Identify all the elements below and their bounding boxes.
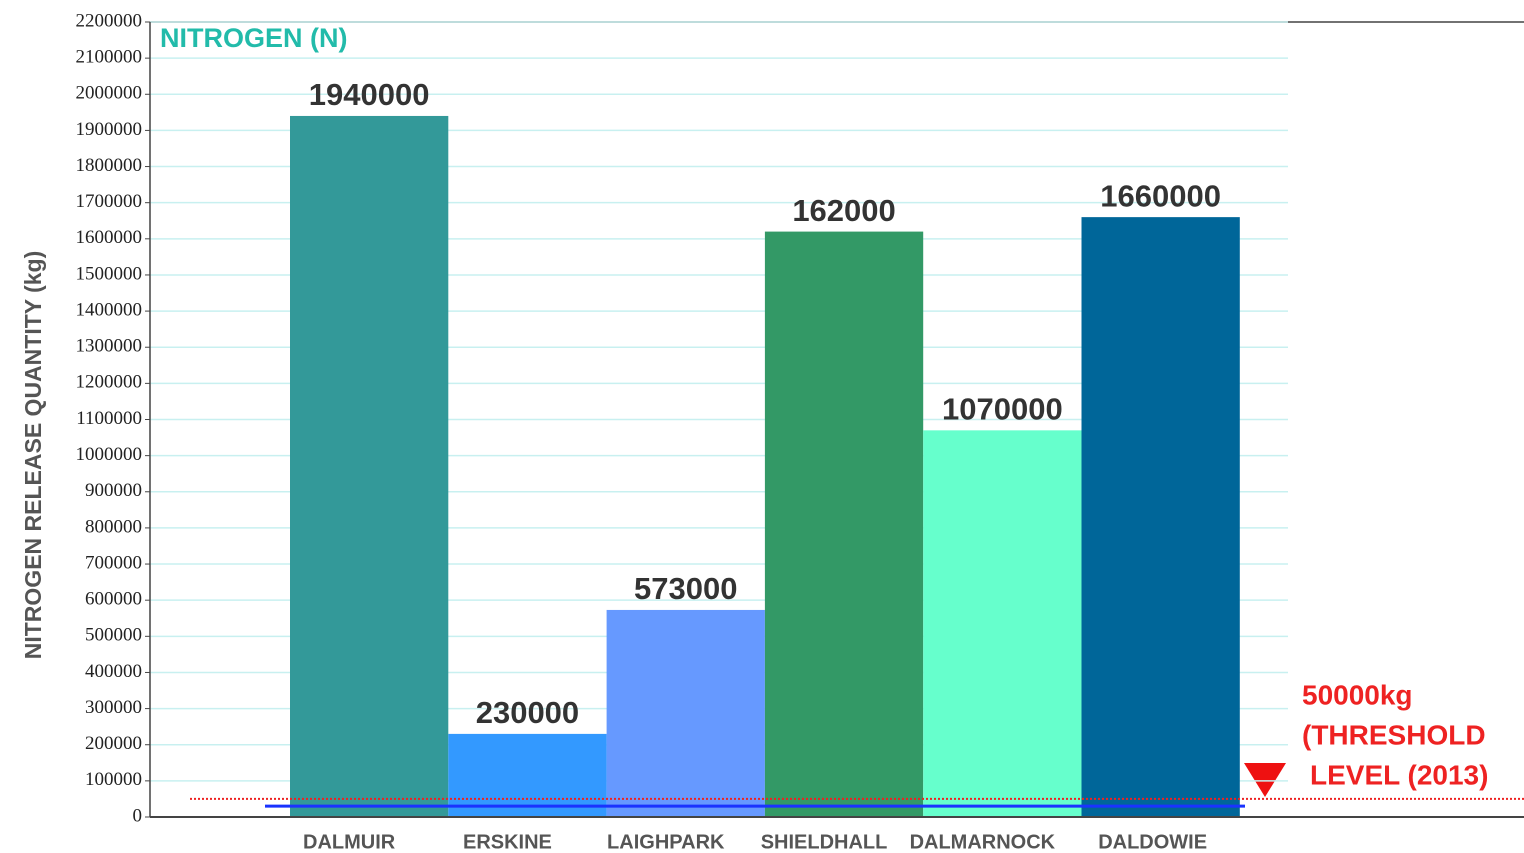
y-tick-label: 1700000	[76, 191, 143, 212]
x-tick-label: DALMUIR	[303, 831, 396, 853]
y-tick-label: 900000	[85, 480, 142, 501]
x-tick-label: LAIGHPARK	[607, 831, 725, 853]
y-tick-label: 0	[133, 805, 143, 826]
x-tick-label: SHIELDHALL	[761, 831, 888, 853]
y-tick-label: 400000	[85, 661, 142, 682]
y-tick-label: 1500000	[76, 263, 143, 284]
value-label: 230000	[476, 695, 579, 730]
red-marker	[1244, 763, 1286, 797]
y-tick-label: 1100000	[76, 408, 142, 429]
bar	[290, 115, 449, 818]
y-tick-label: 1900000	[76, 119, 143, 140]
y-tick-label: 100000	[85, 769, 142, 790]
y-tick-label: 800000	[85, 516, 142, 537]
value-label: 573000	[634, 571, 737, 606]
value-label: 1940000	[309, 77, 430, 112]
y-tick-label: 600000	[85, 589, 142, 610]
x-tick-label: ERSKINE	[463, 831, 552, 853]
y-tick-label: 1300000	[76, 336, 143, 357]
x-tick-label: DALMARNOCK	[910, 831, 1056, 853]
bar	[1081, 217, 1240, 818]
value-label: 1070000	[942, 392, 1063, 427]
y-tick-label: 2100000	[76, 46, 143, 67]
y-tick-label: 700000	[85, 552, 142, 573]
chart-title: NITROGEN (N)	[160, 23, 347, 53]
y-tick-label: 300000	[85, 697, 142, 718]
bar	[606, 609, 765, 817]
y-tick-label: 500000	[85, 625, 142, 646]
value-label: 1660000	[1100, 178, 1221, 213]
y-tick-label: 1600000	[76, 227, 143, 248]
threshold-label: (THRESHOLD	[1302, 719, 1486, 750]
bar	[764, 231, 924, 817]
threshold-label: LEVEL (2013)	[1310, 759, 1488, 790]
bar	[923, 430, 1082, 817]
threshold-label: 50000kg	[1302, 679, 1413, 710]
y-tick-label: 1800000	[76, 155, 143, 176]
y-axis-label: NITROGEN RELEASE QUANTITY (kg)	[20, 251, 46, 660]
y-tick-label: 200000	[85, 733, 142, 754]
y-tick-label: 2200000	[76, 10, 143, 31]
y-tick-label: 2000000	[76, 83, 143, 104]
x-tick-label: DALDOWIE	[1098, 831, 1207, 853]
y-tick-label: 1200000	[76, 372, 143, 393]
value-label: 162000	[792, 193, 895, 228]
bar	[448, 733, 607, 817]
y-tick-label: 1400000	[76, 299, 143, 320]
y-tick-label: 1000000	[76, 444, 143, 465]
